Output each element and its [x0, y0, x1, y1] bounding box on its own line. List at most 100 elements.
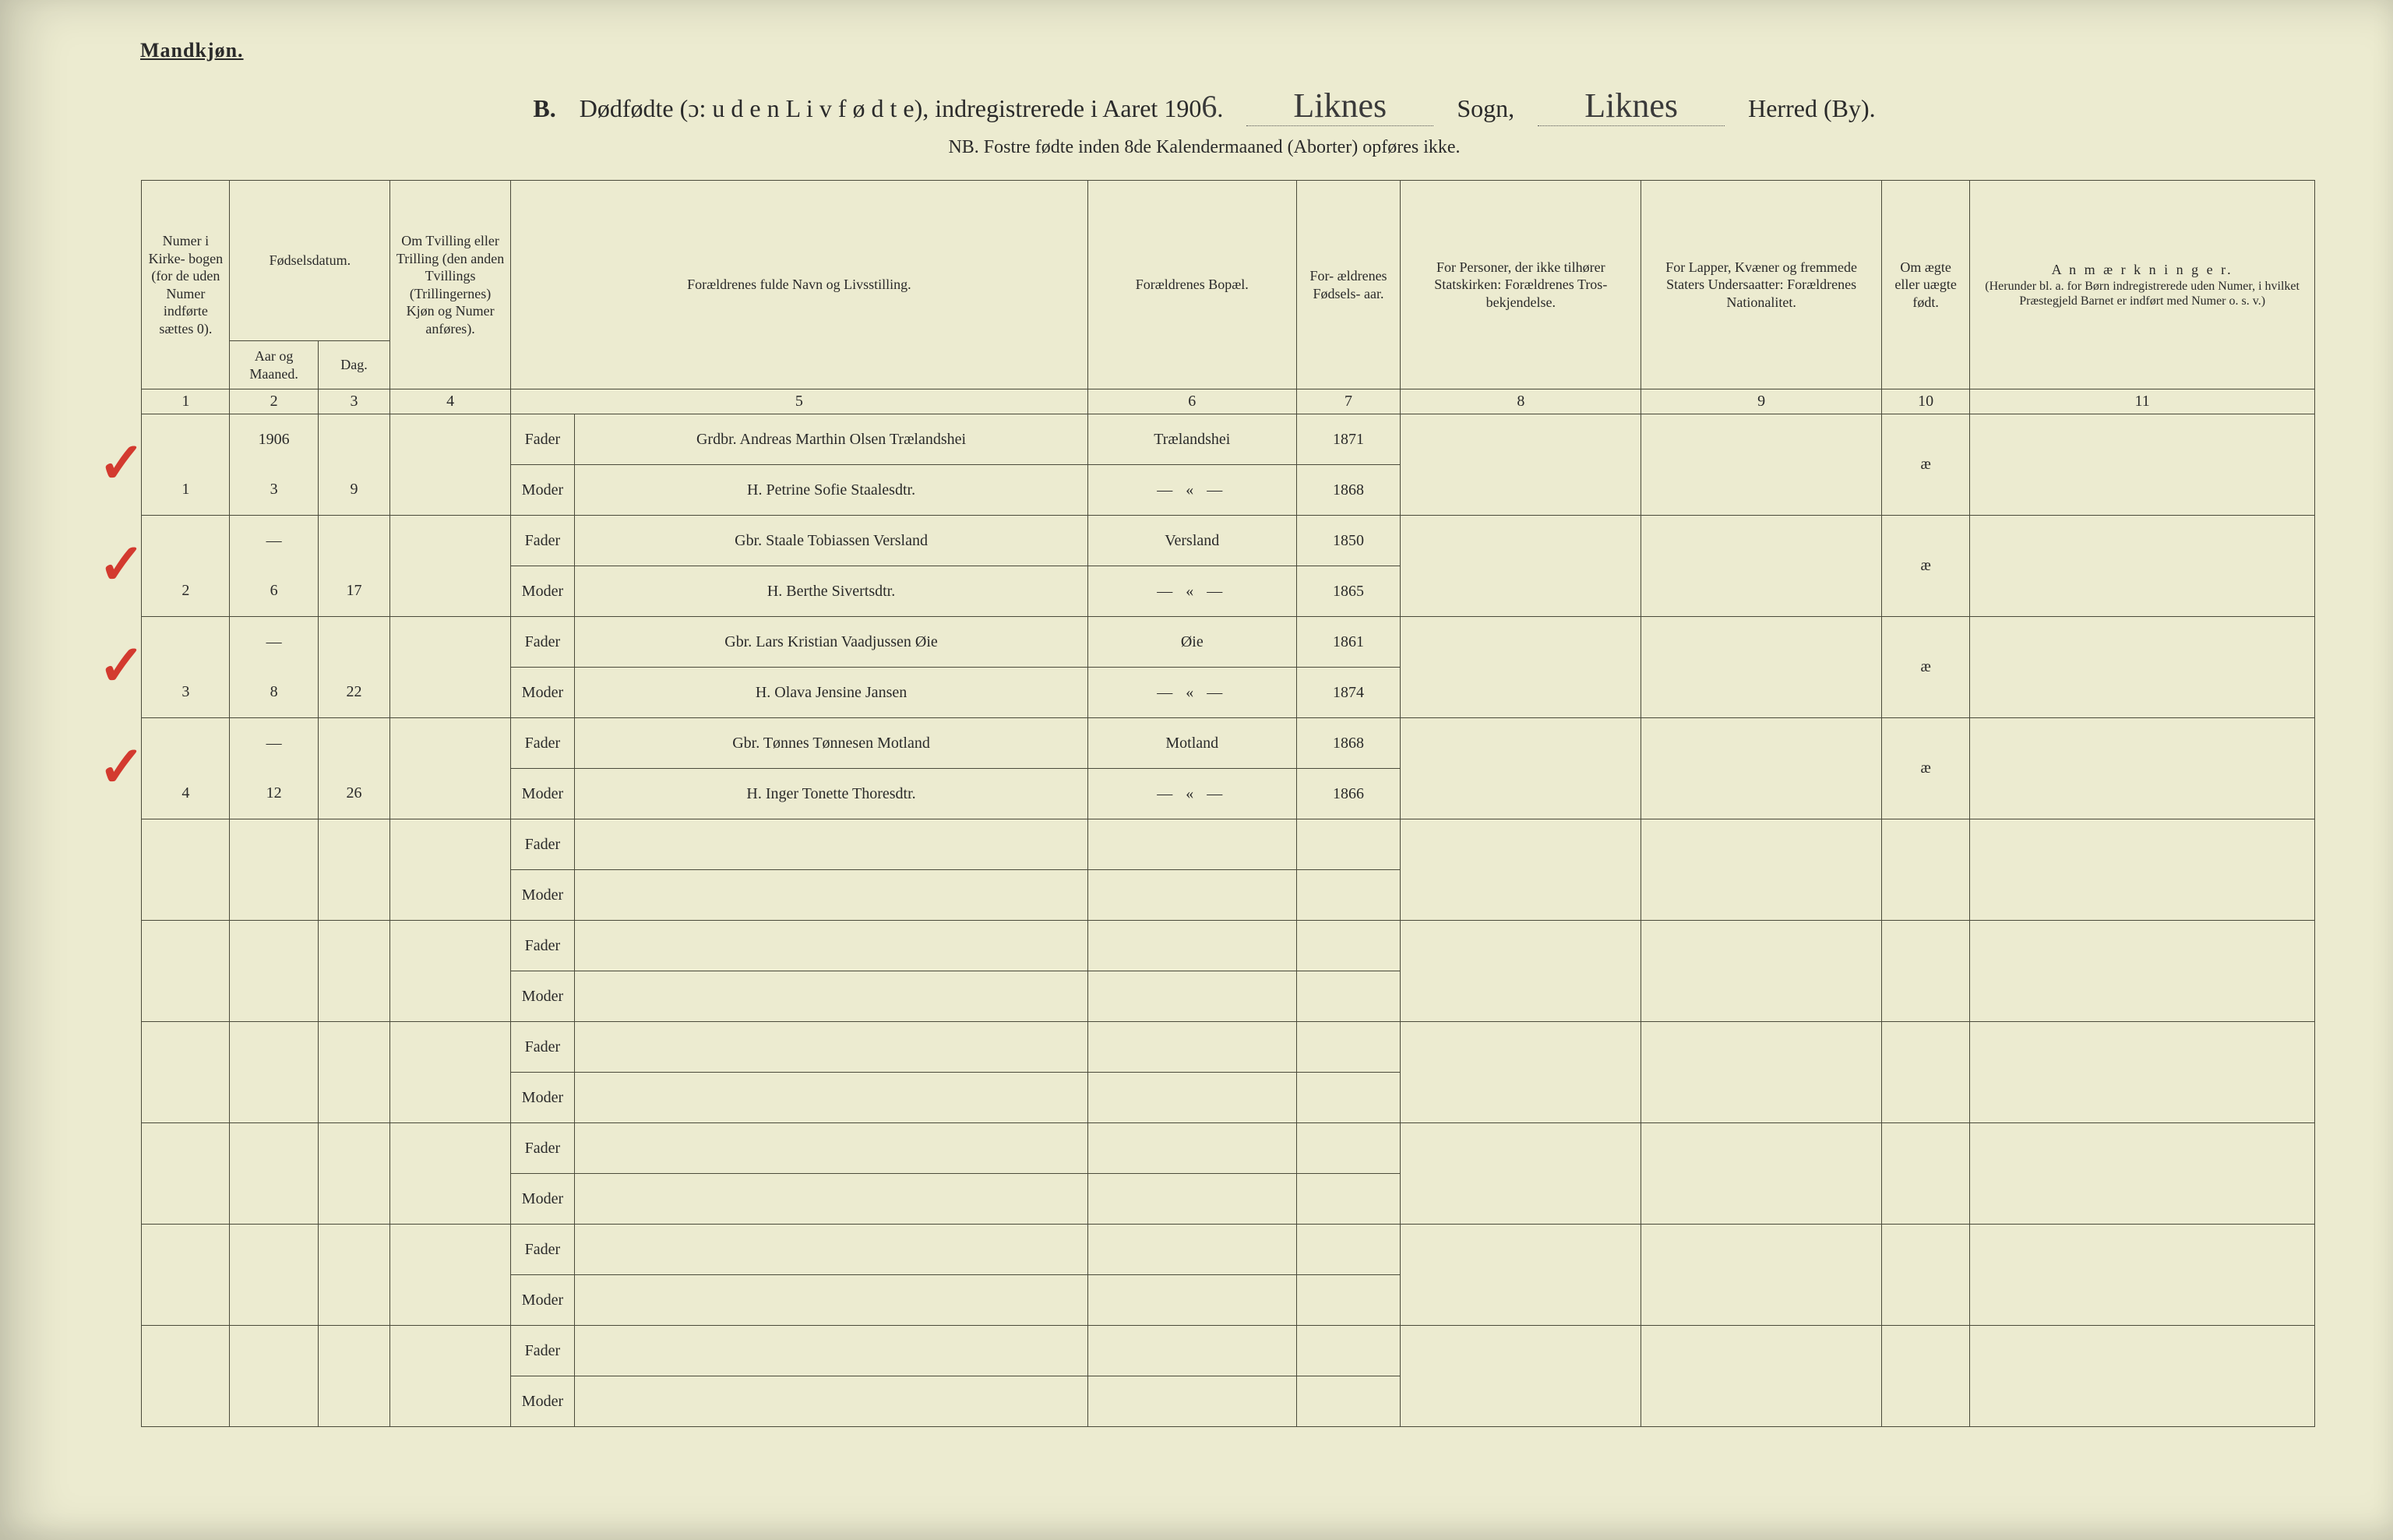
c11-cell-2 [1970, 668, 2315, 718]
blank-c8 [1401, 1275, 1641, 1326]
blank-c10 [1882, 870, 1970, 921]
blank-c6 [1087, 1174, 1296, 1225]
entry-day-top [318, 516, 390, 566]
blank-role: Moder [510, 971, 574, 1022]
blank-row: Fader [93, 1123, 2315, 1174]
blank-role: Moder [510, 870, 574, 921]
c9-cell-2 [1641, 465, 1882, 516]
sogn-value: Liknes [1246, 86, 1433, 126]
blank-role: Fader [510, 1326, 574, 1376]
blank-c4 [390, 1225, 510, 1275]
blank-c1 [142, 1326, 230, 1376]
blank-c2 [230, 1376, 318, 1427]
blank-c8 [1401, 819, 1641, 870]
blank-check [93, 971, 142, 1022]
blank-c9 [1641, 819, 1882, 870]
check-mark: ✓ [93, 718, 142, 819]
entry-day-top [318, 617, 390, 668]
blank-check [93, 1123, 142, 1174]
blank-c4 [390, 1376, 510, 1427]
blank-name [575, 870, 1088, 921]
blank-c11 [1970, 1123, 2315, 1174]
blank-c9 [1641, 921, 1882, 971]
blank-c7 [1296, 870, 1401, 921]
blank-c8 [1401, 1174, 1641, 1225]
entry-month: 6 [230, 566, 318, 617]
blank-c11 [1970, 971, 2315, 1022]
entry-year: — [230, 617, 318, 668]
blank-check [93, 1174, 142, 1225]
sub-note: NB. Fostre fødte inden 8de Kalendermaane… [93, 137, 2315, 158]
c9-cell [1641, 516, 1882, 566]
legit-cell: æ [1882, 718, 1970, 819]
blank-c4 [390, 1275, 510, 1326]
blank-c2 [230, 1022, 318, 1073]
col-check-2 [93, 341, 142, 389]
moder-aar: 1874 [1296, 668, 1401, 718]
blank-check [93, 1275, 142, 1326]
blank-row: Fader [93, 819, 2315, 870]
blank-c8 [1401, 1376, 1641, 1427]
colnum-11: 11 [1970, 389, 2315, 414]
blank-c7 [1296, 1123, 1401, 1174]
moder-aar: 1866 [1296, 769, 1401, 819]
blank-c7 [1296, 1275, 1401, 1326]
twin-cell [390, 516, 510, 566]
gender-label: Mandkjøn. [140, 39, 2315, 62]
blank-check [93, 1326, 142, 1376]
blank-c8 [1401, 1326, 1641, 1376]
c8-cell-2 [1401, 769, 1641, 819]
entry-row-moder: 3 8 22 Moder H. Olava Jensine Jansen — «… [93, 668, 2315, 718]
check-mark: ✓ [93, 516, 142, 617]
blank-c2 [230, 1326, 318, 1376]
c8-cell-2 [1401, 566, 1641, 617]
c11-cell [1970, 414, 2315, 465]
c9-cell-2 [1641, 566, 1882, 617]
blank-role: Moder [510, 1376, 574, 1427]
colnum-8: 8 [1401, 389, 1641, 414]
blank-c8 [1401, 1225, 1641, 1275]
blank-check [93, 921, 142, 971]
col-1: Numer i Kirke- bogen (for de uden Numer … [142, 181, 230, 389]
moder-name: H. Berthe Sivertsdtr. [575, 566, 1088, 617]
blank-role: Fader [510, 1123, 574, 1174]
moder-aar: 1865 [1296, 566, 1401, 617]
entry-number-top [142, 718, 230, 769]
colnum-2: 2 [230, 389, 318, 414]
blank-name [575, 1073, 1088, 1123]
blank-c10 [1882, 1376, 1970, 1427]
twin-cell [390, 718, 510, 769]
blank-c11 [1970, 819, 2315, 870]
blank-role: Fader [510, 1225, 574, 1275]
check-mark: ✓ [93, 414, 142, 516]
blank-c6 [1087, 921, 1296, 971]
fader-aar: 1868 [1296, 718, 1401, 769]
entry-row-fader: ✓ 1906 Fader Grdbr. Andreas Marthin Olse… [93, 414, 2315, 465]
blank-c3 [318, 819, 390, 870]
entry-month: 12 [230, 769, 318, 819]
blank-row: Moder [93, 971, 2315, 1022]
blank-c4 [390, 971, 510, 1022]
ledger-page: Mandkjøn. B. Dødfødte (ɔ: u d e n L i v … [0, 0, 2393, 1540]
col-2a: Aar og Maaned. [230, 341, 318, 389]
blank-c10 [1882, 921, 1970, 971]
entry-row-moder: 2 6 17 Moder H. Berthe Sivertsdtr. — « —… [93, 566, 2315, 617]
c11-cell [1970, 516, 2315, 566]
blank-c3 [318, 870, 390, 921]
blank-c6 [1087, 1326, 1296, 1376]
twin-cell-2 [390, 566, 510, 617]
col-10: Om ægte eller uægte født. [1882, 181, 1970, 389]
blank-c7 [1296, 1022, 1401, 1073]
blank-c11 [1970, 1073, 2315, 1123]
fader-label: Fader [510, 718, 574, 769]
table-head: Numer i Kirke- bogen (for de uden Numer … [93, 181, 2315, 414]
blank-c7 [1296, 1174, 1401, 1225]
blank-c10 [1882, 1326, 1970, 1376]
blank-c6 [1087, 819, 1296, 870]
entry-day: 26 [318, 769, 390, 819]
c9-cell [1641, 718, 1882, 769]
c9-cell-2 [1641, 668, 1882, 718]
blank-c4 [390, 819, 510, 870]
legit-cell: æ [1882, 516, 1970, 617]
fader-name: Gbr. Lars Kristian Vaadjussen Øie [575, 617, 1088, 668]
